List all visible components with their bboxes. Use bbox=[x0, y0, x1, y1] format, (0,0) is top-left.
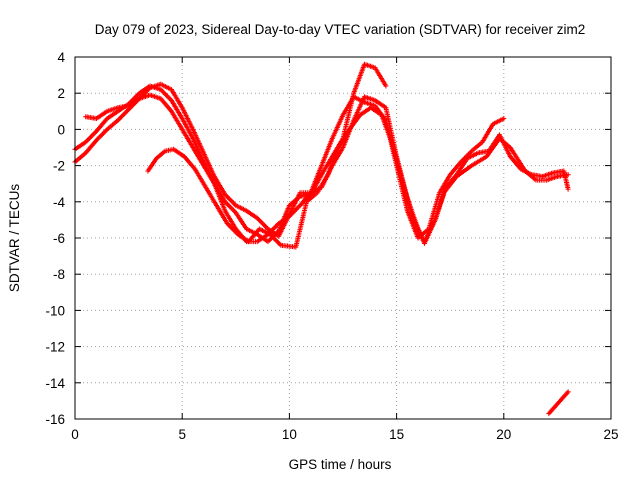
data-point bbox=[383, 83, 389, 89]
chart-title: Day 079 of 2023, Sidereal Day-to-day VTE… bbox=[95, 22, 585, 37]
x-tick-label: 25 bbox=[603, 427, 618, 442]
y-tick-label: -8 bbox=[53, 267, 65, 282]
x-tick-label: 10 bbox=[282, 427, 297, 442]
series-track-5 bbox=[546, 389, 571, 417]
y-tick-label: -10 bbox=[45, 303, 65, 318]
x-tick-label: 15 bbox=[389, 427, 404, 442]
y-tick-label: -2 bbox=[53, 159, 65, 174]
y-tick-label: -14 bbox=[45, 376, 65, 391]
y-tick-label: -6 bbox=[53, 231, 65, 246]
y-tick-label: -12 bbox=[45, 340, 65, 355]
y-axis-label: SDTVAR / TECUs bbox=[7, 184, 22, 293]
y-tick-label: 2 bbox=[57, 86, 65, 101]
data-point bbox=[501, 116, 507, 122]
series-track-4 bbox=[145, 105, 571, 250]
x-axis-label: GPS time / hours bbox=[289, 457, 392, 472]
data-point bbox=[565, 186, 571, 192]
y-tick-label: 0 bbox=[57, 122, 65, 137]
data-points bbox=[72, 61, 571, 417]
x-tick-label: 20 bbox=[496, 427, 511, 442]
data-point bbox=[565, 389, 571, 395]
x-tick-label: 5 bbox=[178, 427, 186, 442]
y-tick-label: -16 bbox=[45, 412, 65, 427]
y-tick-label: -4 bbox=[53, 195, 65, 210]
x-tick-label: 0 bbox=[71, 427, 79, 442]
y-tick-label: 4 bbox=[57, 50, 65, 65]
axis-ticks: 0 5 10 15 20 25 -16 -14 -12 -10 -8 -6 -4 -2 0 2 4 bbox=[45, 50, 618, 442]
